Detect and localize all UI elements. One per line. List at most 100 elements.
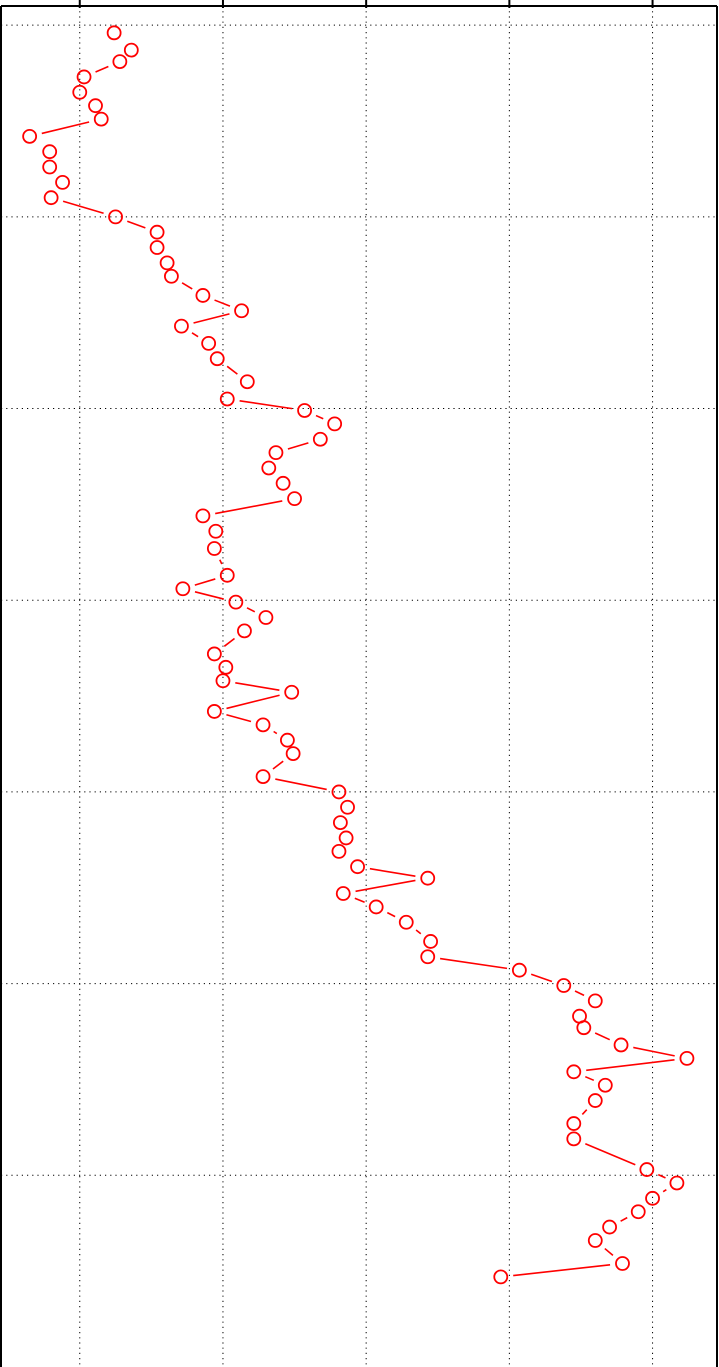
data-point-marker [335,886,351,901]
data-point-marker [106,25,122,41]
data-point-marker [420,870,436,886]
data-point-marker [284,684,300,700]
series-segment [633,1046,675,1057]
data-point-marker [208,523,224,539]
data-point-marker [261,460,277,476]
data-point-marker [639,1162,655,1177]
data-point-marker [587,993,603,1009]
series-segment [386,911,396,918]
series-segment [369,867,416,877]
data-point-marker [338,830,354,846]
data-point-marker [93,111,109,127]
series-segment [275,778,327,791]
data-point-marker [164,268,179,284]
series-segment [354,897,365,903]
series-segment [315,414,324,420]
data-point-marker [149,240,165,255]
chart-series [22,25,695,1285]
data-point-marker [123,42,139,58]
data-point-marker [312,431,328,447]
data-point-marker [195,288,211,303]
data-point-marker [285,746,301,761]
data-point-marker [195,508,211,524]
data-point-marker [218,659,234,675]
data-point-marker [258,610,274,625]
data-point-marker [201,335,217,351]
data-point-marker [679,1050,695,1066]
data-point-marker [587,1093,603,1108]
data-point-marker [42,159,58,175]
data-point-marker [206,704,222,719]
data-point-marker [149,224,165,240]
data-point-marker [297,403,312,418]
series-segment [223,637,235,647]
data-point-marker [331,784,347,800]
data-point-marker [237,623,252,639]
series-segment [193,313,230,324]
series-segment [513,1264,611,1277]
data-point-marker [340,799,355,815]
series-segment [226,713,252,723]
data-point-marker [602,1219,617,1235]
series-segment [226,694,280,710]
series-segment [62,200,104,215]
data-point-marker [42,144,58,160]
data-point-marker [613,1037,629,1053]
data-point-marker [88,98,103,114]
data-point-marker [597,1077,613,1093]
data-point-marker [556,978,572,993]
series-segment [530,973,553,983]
data-point-marker [76,69,92,85]
series-segment [439,957,508,970]
data-point-marker [669,1175,685,1191]
data-point-marker [255,769,271,784]
series-segment [194,578,216,586]
data-point-marker [576,1020,592,1036]
series-segment [584,1075,595,1082]
chart-gridlines [1,6,717,1367]
series-segment [246,607,256,613]
data-point-marker [239,374,255,390]
series-segment [272,760,284,770]
data-point-marker [219,391,235,407]
data-point-marker [22,128,38,144]
data-point-marker [72,84,88,100]
series-segment [662,1188,667,1193]
data-point-marker [566,1116,582,1131]
data-point-marker [268,445,284,461]
series-segment [214,299,231,307]
data-point-marker [587,1233,603,1248]
series-segment [226,365,238,375]
data-point-marker [43,190,59,206]
series-segment [586,1059,675,1072]
data-point-marker [566,1131,582,1147]
data-point-marker [255,717,271,733]
data-point-marker [215,673,231,689]
data-point-marker [112,54,128,69]
data-point-marker [275,475,291,491]
data-point-marker [511,962,527,978]
series-segment [585,1142,636,1166]
data-point-marker [350,859,365,875]
data-point-marker [219,567,235,583]
series-segment [95,65,109,73]
data-point-marker [630,1204,646,1220]
data-point-marker [645,1190,660,1206]
series-segment [191,332,199,338]
data-point-marker [493,1269,509,1285]
data-point-marker [206,646,222,662]
series-segment [239,400,293,410]
data-point-marker [566,1064,582,1080]
series-segment [127,220,146,229]
data-point-marker [615,1256,630,1271]
series-segment [181,282,193,290]
data-point-marker [287,491,302,507]
series-segment [415,929,422,935]
series-segment [215,500,283,515]
data-point-marker [368,899,384,915]
data-point-marker [228,594,244,610]
series-segment [219,559,223,565]
data-point-marker [423,934,439,949]
series-segment [620,1216,628,1222]
data-point-marker [420,949,436,965]
